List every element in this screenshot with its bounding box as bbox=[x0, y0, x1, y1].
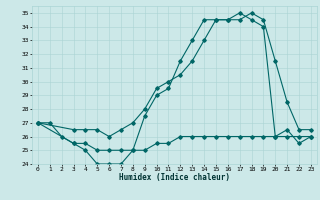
X-axis label: Humidex (Indice chaleur): Humidex (Indice chaleur) bbox=[119, 173, 230, 182]
